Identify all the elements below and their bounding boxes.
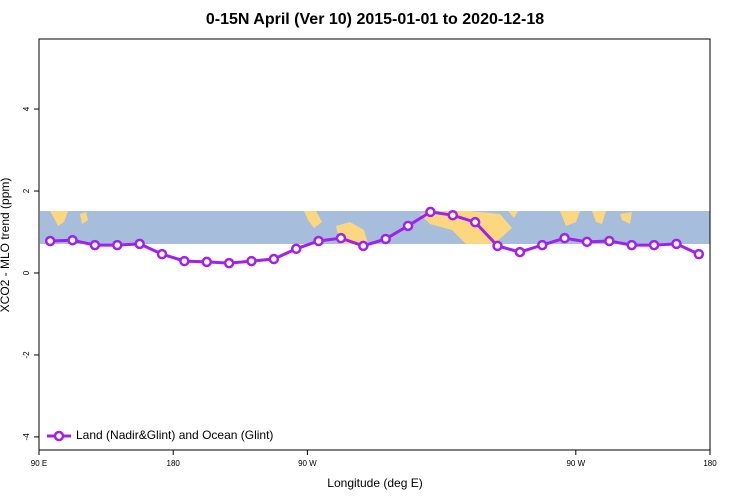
data-point bbox=[89, 239, 101, 251]
data-point bbox=[671, 238, 682, 250]
data-point bbox=[179, 255, 190, 267]
y-axis-label: XCO2 - MLO trend (ppm) bbox=[0, 178, 12, 313]
data-point bbox=[492, 240, 503, 252]
data-point bbox=[313, 235, 324, 247]
data-point bbox=[290, 243, 302, 255]
data-point bbox=[469, 216, 481, 228]
data-point bbox=[514, 246, 526, 258]
data-point bbox=[626, 239, 637, 251]
y-tick-label: 4 bbox=[22, 106, 31, 111]
data-point bbox=[693, 248, 705, 260]
data-point bbox=[268, 253, 280, 265]
data-point bbox=[380, 233, 391, 245]
data-point bbox=[402, 220, 414, 232]
data-point bbox=[425, 206, 436, 218]
x-tick-label: 180 bbox=[167, 459, 181, 468]
data-point bbox=[559, 232, 570, 244]
chart-title: 0-15N April (Ver 10) 2015-01-01 to 2020-… bbox=[206, 11, 544, 28]
data-point bbox=[112, 239, 123, 251]
data-point bbox=[335, 232, 347, 244]
data-point bbox=[156, 248, 168, 260]
data-point bbox=[604, 235, 615, 247]
legend-label: Land (Nadir&Glint) and Ocean (Glint) bbox=[76, 428, 273, 442]
y-tick-label: -4 bbox=[22, 433, 31, 441]
y-tick-label: 2 bbox=[22, 188, 31, 193]
x-tick-label: 90 W bbox=[566, 459, 585, 468]
plot-frame bbox=[38, 38, 711, 451]
data-point bbox=[201, 256, 212, 268]
data-point bbox=[648, 239, 660, 251]
x-tick-label: 180 bbox=[703, 459, 717, 468]
legend-marker bbox=[53, 430, 65, 442]
x-tick-label: 90 W bbox=[298, 459, 317, 468]
data-point bbox=[246, 255, 257, 267]
data-point bbox=[447, 209, 459, 221]
data-point bbox=[67, 234, 78, 246]
y-tick-label: -2 bbox=[22, 351, 31, 359]
x-tick-label: 90 E bbox=[31, 459, 47, 468]
data-point bbox=[44, 235, 56, 247]
x-axis-label: Longitude (deg E) bbox=[327, 476, 422, 490]
data-point bbox=[358, 240, 369, 252]
y-tick-label: 0 bbox=[22, 270, 31, 275]
data-point bbox=[537, 239, 548, 251]
data-point bbox=[134, 238, 145, 250]
data-point bbox=[581, 236, 593, 248]
data-point bbox=[223, 257, 235, 269]
